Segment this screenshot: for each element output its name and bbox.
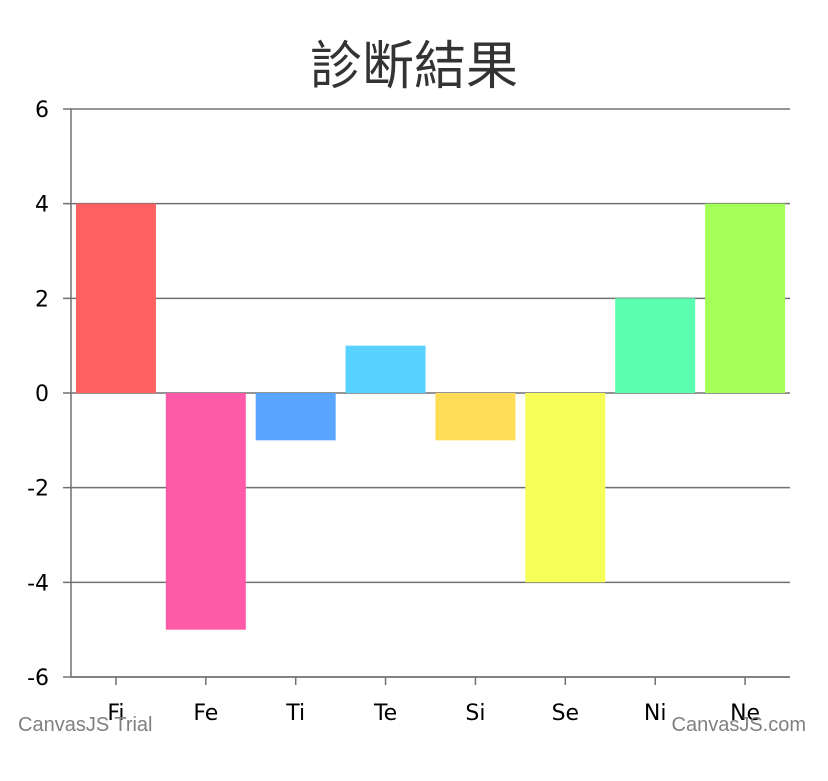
bar-fi (75, 203, 156, 393)
x-tick-label: Fe (193, 701, 218, 726)
bar-fe (165, 393, 246, 630)
bar-te (345, 345, 426, 393)
bar-ne (705, 203, 786, 393)
x-tick-label: Ni (644, 701, 667, 726)
y-tick-label: 2 (35, 287, 49, 312)
x-tick-label: Ti (285, 701, 305, 726)
x-tick-label: Te (373, 701, 397, 726)
y-tick-label: 4 (35, 193, 49, 218)
x-tick-label: Se (552, 701, 580, 726)
y-tick-label: -6 (27, 666, 49, 691)
y-tick-label: 0 (35, 382, 49, 407)
x-axis-tick-labels: Fi Fe Ti Te Si Se Ni Ne (107, 701, 760, 726)
y-axis-tick-labels: 6 4 2 0 -2 -4 -6 (27, 98, 49, 691)
bar-se (525, 393, 606, 583)
y-tick-label: 6 (35, 98, 49, 123)
bars (75, 203, 786, 630)
watermark-site: CanvasJS.com (671, 714, 807, 736)
bar-si (435, 393, 516, 441)
x-tick-label: Si (465, 701, 485, 726)
x-tick-label: Fi (107, 701, 124, 726)
y-tick-label: -2 (27, 477, 49, 502)
chart-title: 診断結果 (310, 37, 518, 97)
x-tick-label: Ne (730, 701, 760, 726)
axes (70, 109, 790, 685)
bar-ni (615, 298, 696, 393)
watermark-trial: CanvasJS Trial (18, 714, 153, 736)
y-tick-label: -4 (27, 571, 49, 596)
bar-ti (255, 393, 336, 441)
